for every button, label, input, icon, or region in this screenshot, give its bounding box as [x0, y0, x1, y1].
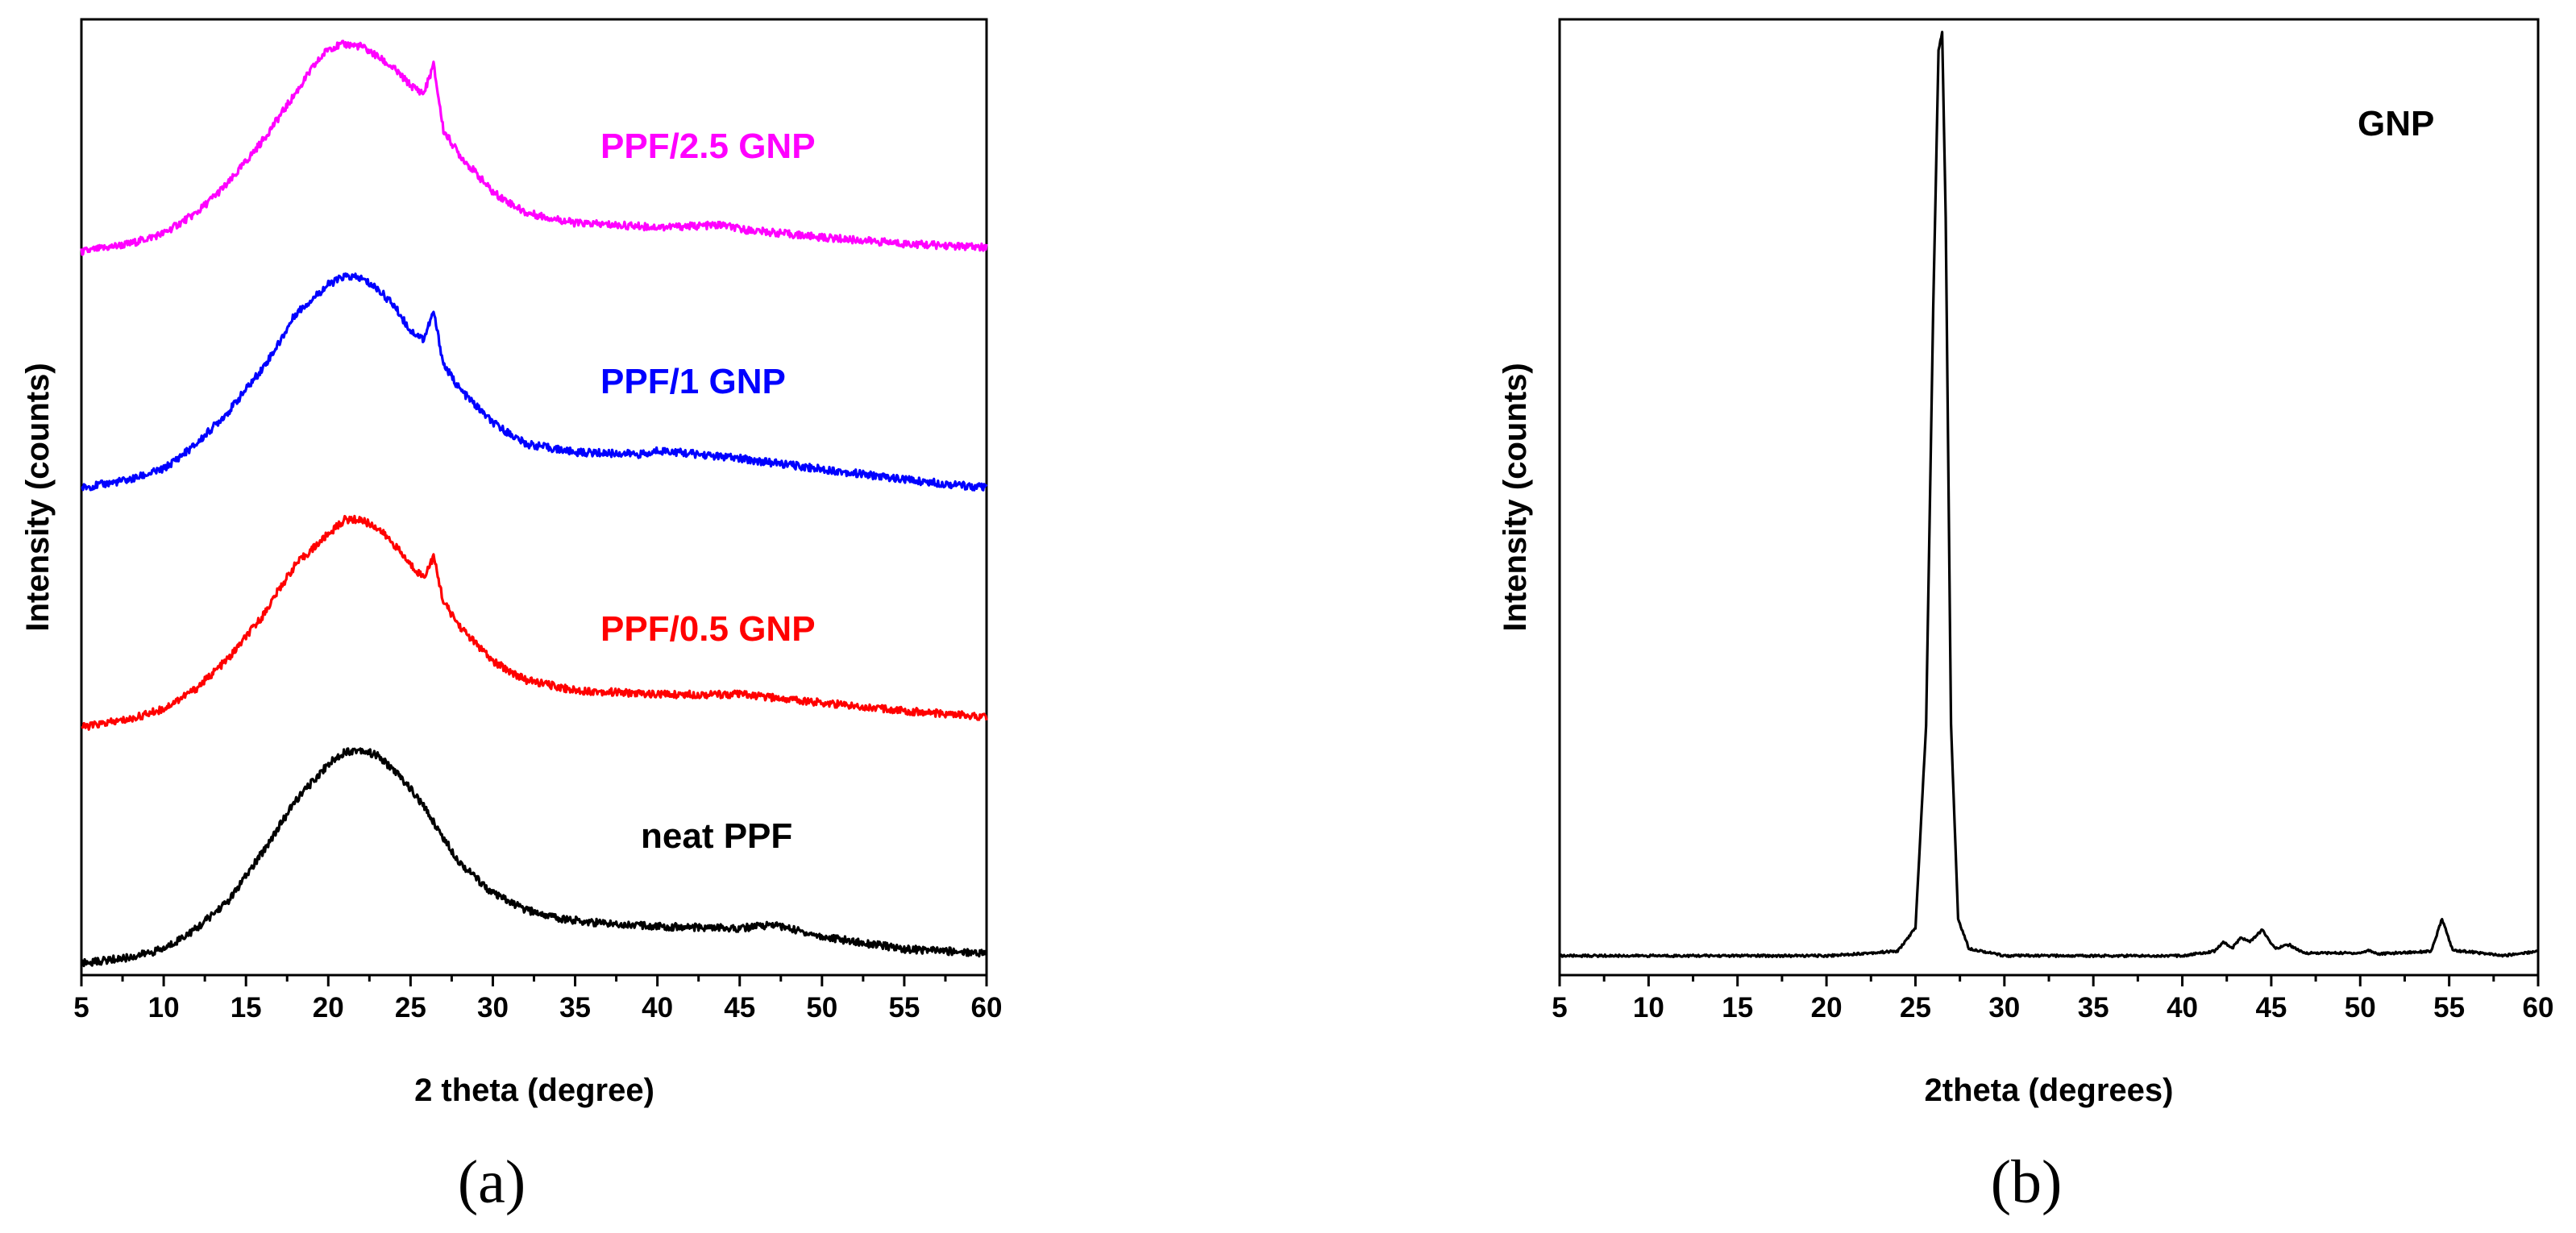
x-tick-label-a: 5	[73, 992, 89, 1023]
x-tick-label-b: 55	[2433, 992, 2465, 1023]
trace-ppf-2-5-gnp	[80, 39, 988, 256]
x-tick-label-b: 30	[1988, 992, 2020, 1023]
x-tick-label-a: 20	[313, 992, 344, 1023]
x-tick-label-a: 50	[806, 992, 837, 1023]
x-axis-title-a: 2 theta (degree)	[414, 1073, 654, 1108]
x-tick-label-b: 20	[1811, 992, 1843, 1023]
panel-label-a: (a)	[458, 1148, 526, 1216]
traces-b	[1558, 31, 2540, 959]
plot-frame-a	[80, 18, 988, 977]
x-tick-label-a: 55	[888, 992, 920, 1023]
trace-neat-ppf	[81, 747, 987, 968]
x-tick-label-b: 45	[2255, 992, 2287, 1023]
trace-gnp	[1558, 31, 2540, 959]
x-ticks-b: 5 10 15 20 25 30 35 40 45 50 55 60	[1552, 975, 2553, 1023]
x-tick-label-b: 25	[1900, 992, 1931, 1023]
x-tick-label-b: 15	[1722, 992, 1753, 1023]
x-tick-label-a: 45	[724, 992, 755, 1023]
plot-frame-b	[1558, 18, 2540, 977]
panel-label-b: (b)	[1991, 1148, 2063, 1216]
x-tick-label-b: 5	[1552, 992, 1567, 1023]
x-axis-title-b: 2theta (degrees)	[1925, 1073, 2174, 1108]
y-axis-title-b: Intensity (counts)	[1498, 363, 1533, 631]
x-tick-label-a: 30	[477, 992, 509, 1023]
x-tick-label-b: 40	[2167, 992, 2198, 1023]
panel-b: 5 10 15 20 25 30 35 40 45 50 55 60 GNP 2theta (degr…	[1498, 18, 2553, 1216]
y-axis-title-a: Intensity (counts)	[20, 363, 56, 631]
annotation-gnp: GNP	[2358, 104, 2434, 143]
series-label-neat-ppf: neat PPF	[641, 816, 792, 856]
traces-a	[80, 39, 988, 968]
series-label-ppf-0-5-gnp: PPF/0.5 GNP	[600, 609, 816, 649]
series-label-ppf-1-gnp: PPF/1 GNP	[600, 362, 786, 401]
x-tick-label-a: 15	[231, 992, 262, 1023]
x-tick-label-b: 10	[1633, 992, 1664, 1023]
trace-ppf-1-gnp	[81, 272, 988, 492]
x-tick-label-a: 35	[559, 992, 591, 1023]
x-tick-label-a: 40	[642, 992, 673, 1023]
x-tick-label-b: 60	[2523, 992, 2554, 1023]
x-tick-label-b: 35	[2078, 992, 2109, 1023]
x-tick-label-a: 10	[148, 992, 180, 1023]
x-tick-label-a: 25	[395, 992, 426, 1023]
x-tick-label-a: 60	[971, 992, 1003, 1023]
x-tick-label-b: 50	[2345, 992, 2376, 1023]
series-label-ppf-2-5-gnp: PPF/2.5 GNP	[600, 127, 816, 166]
panel-a: 5 10 15 20 25 30 35 40 45 50 55 60 PPF/2.5 GNP PPF/…	[20, 18, 1002, 1216]
x-ticks-a: 5 10 15 20 25 30 35 40 45 50 55 60	[73, 975, 1002, 1023]
trace-ppf-0-5-gnp	[81, 514, 988, 731]
